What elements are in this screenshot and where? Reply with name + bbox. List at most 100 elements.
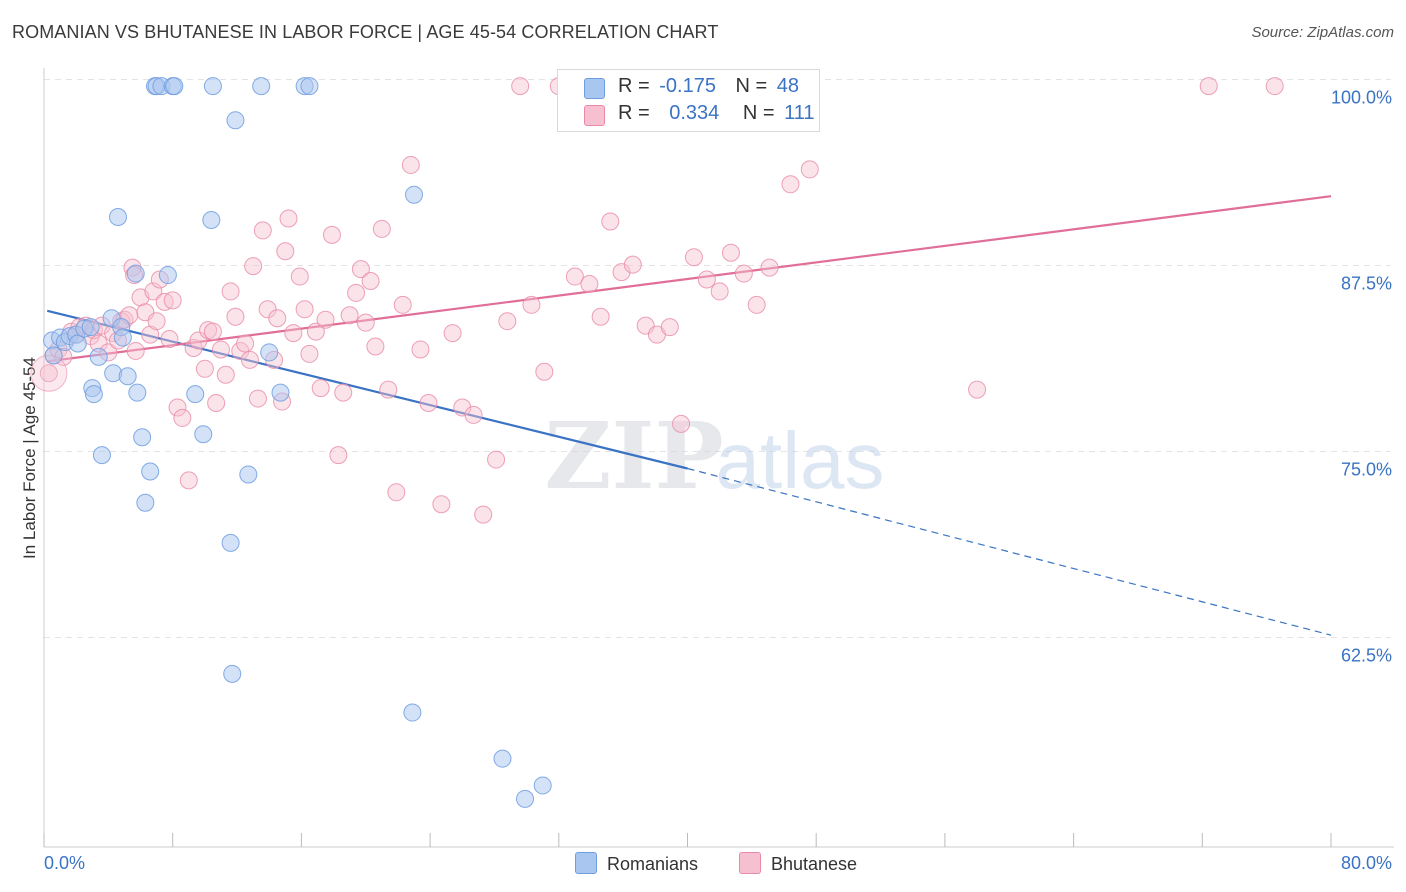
bhutanese-point: [295, 300, 314, 319]
bhutanese-point: [419, 394, 438, 413]
bhutanese-point: [432, 495, 451, 514]
bhutanese-point: [306, 322, 325, 341]
x-tick-label: 0.0%: [44, 853, 85, 873]
tick-labels: 62.5% 75.0% 87.5% 100.0% 0.0% 80.0%: [44, 88, 1392, 874]
romanians-point: [271, 383, 290, 402]
romanians-trend-dashed: [687, 467, 1332, 636]
legend-romanians[interactable]: Romanians: [575, 852, 698, 875]
romanians-point: [252, 77, 271, 96]
bhutanese-point: [279, 209, 298, 228]
bhutanese-point: [258, 300, 277, 319]
bhutanese-point: [464, 405, 483, 424]
bhutanese-point: [660, 318, 679, 337]
r-value: 0.334: [669, 102, 720, 124]
bhutanese-point: [760, 258, 779, 277]
bhutanese-point: [734, 264, 753, 283]
n-value: 48: [776, 75, 800, 97]
romanians-point: [194, 425, 213, 444]
romanians-point: [516, 789, 535, 808]
romanians-point: [202, 211, 221, 230]
bhutanese-point: [781, 175, 800, 194]
romanians-point: [533, 776, 552, 795]
romanians-point: [239, 465, 258, 484]
bhutanese-point: [322, 225, 341, 244]
y-tick-label: 87.5%: [1341, 274, 1392, 294]
bhutanese-point: [168, 398, 187, 417]
bhutanese-point: [236, 334, 255, 353]
romanians-trend-solid: [46, 309, 688, 470]
romanians-point: [165, 77, 184, 96]
axes: [43, 68, 1394, 848]
bhutanese-point: [968, 380, 987, 399]
bhutanese-legend-label: Bhutanese: [771, 854, 858, 874]
bhutanese-point: [612, 263, 631, 282]
bhutanese-point: [366, 337, 385, 356]
bhutanese-point: [565, 267, 584, 286]
bhutanese-point: [411, 340, 430, 359]
romanians-point: [68, 334, 87, 353]
romanians-point: [89, 347, 108, 366]
bhutanese-point: [226, 307, 245, 326]
bhutanese-point: [387, 483, 406, 502]
y-tick-label: 100.0%: [1331, 88, 1392, 108]
bhutanese-point: [216, 365, 235, 384]
romanians-point: [493, 749, 512, 768]
bhutanese-point: [1265, 77, 1284, 96]
romanians-point: [223, 664, 242, 683]
bhutanese-point: [144, 282, 163, 301]
romanians-point: [81, 318, 100, 337]
romanians-point: [113, 328, 132, 347]
stats-legend: R = -0.175 N = 48 R = 0.334 N = 111: [557, 69, 820, 132]
romanians-points: [43, 77, 552, 808]
bhutanese-trend: [47, 195, 1332, 363]
bhutanese-point: [284, 324, 303, 343]
romanians-point: [405, 185, 424, 204]
x-tick-label: 80.0%: [1341, 853, 1392, 873]
bhutanese-point: [211, 340, 230, 359]
source-credit: Source: ZipAtlas.com: [1251, 24, 1394, 41]
romanians-point: [203, 77, 222, 96]
legend-bhutanese[interactable]: Bhutanese: [739, 852, 857, 875]
bhutanese-point: [207, 394, 226, 413]
bhutanese-point: [160, 330, 179, 349]
romanians-legend-label: Romanians: [607, 854, 699, 874]
romanians-point: [133, 428, 152, 447]
bhutanese-point: [351, 260, 370, 279]
bhutanese-point: [1199, 77, 1218, 96]
bhutanese-point: [401, 155, 420, 174]
bhutanese-point: [195, 359, 214, 378]
chart-title: ROMANIAN VS BHUTANESE IN LABOR FORCE | A…: [12, 22, 719, 42]
bhutanese-point: [311, 379, 330, 398]
bhutanese-point: [316, 310, 335, 329]
romanians-point: [92, 446, 111, 465]
bhutanese-point: [163, 291, 182, 310]
bhutanese-point: [379, 380, 398, 399]
bhutanese-legend-swatch: [739, 852, 761, 874]
romanians-point: [158, 266, 177, 285]
bhutanese-point: [522, 295, 541, 314]
bhutanese-point: [240, 350, 259, 369]
bhutanese-point: [498, 312, 517, 331]
bhutanese-point: [356, 313, 375, 332]
bhutanese-point: [276, 242, 295, 261]
bhutanese-point: [535, 362, 554, 381]
bhutanese-point: [710, 282, 729, 301]
bhutanese-point: [221, 282, 240, 301]
bhutanese-point: [340, 306, 359, 325]
romanians-point: [300, 77, 319, 96]
bhutanese-point: [179, 471, 198, 490]
romanians-point: [118, 367, 137, 386]
bhutanese-point: [601, 212, 620, 231]
bhutanese-point: [800, 160, 819, 179]
romanians-point: [84, 385, 103, 404]
romanians-point: [104, 364, 123, 383]
bhutanese-point: [347, 283, 366, 302]
bhutanese-trend-solid: [47, 195, 1332, 363]
y-tick-label: 75.0%: [1341, 460, 1392, 480]
bhutanese-point: [623, 255, 642, 274]
romanians-point: [186, 385, 205, 404]
bhutanese-point: [747, 295, 766, 314]
bhutanese-point: [334, 383, 353, 402]
romanians-point: [128, 383, 147, 402]
n-label: N =: [735, 75, 768, 97]
